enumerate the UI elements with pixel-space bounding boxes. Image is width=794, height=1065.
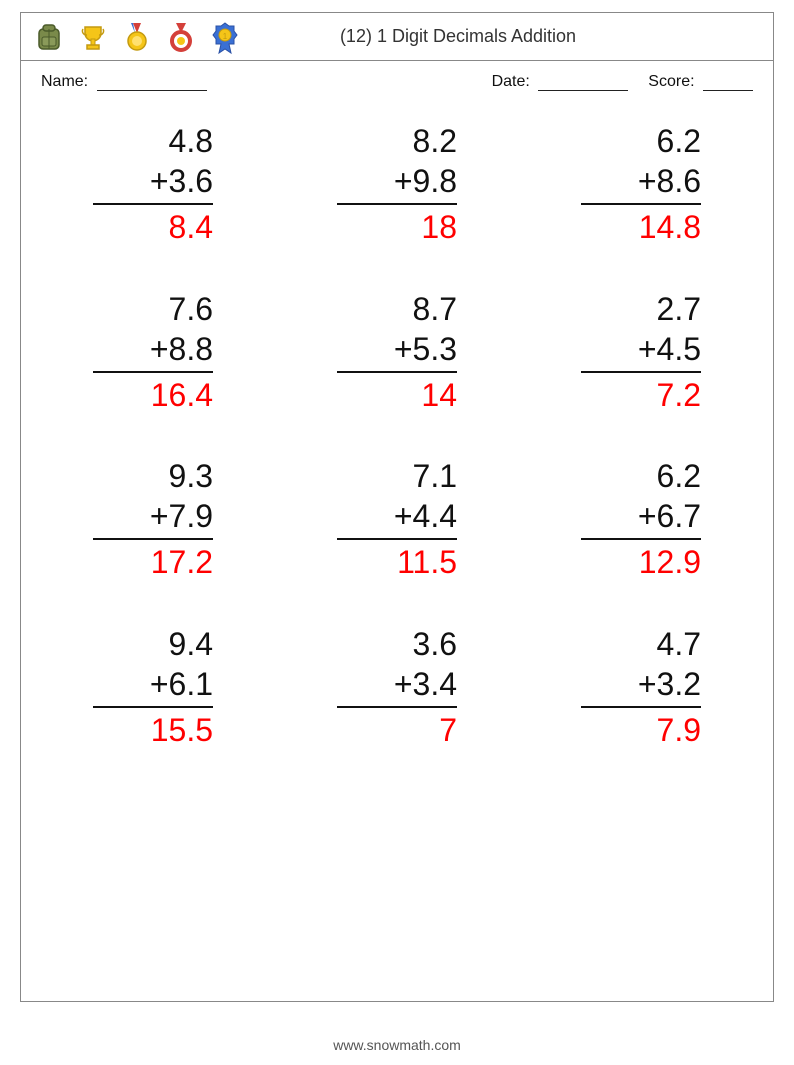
problem-addend: +5.3 [337, 329, 457, 373]
svg-text:1: 1 [223, 32, 228, 41]
header-icons: 1 [31, 19, 243, 55]
date-blank[interactable] [538, 74, 628, 91]
problem: 4.8+3.68.4 [93, 121, 213, 249]
problem-top: 9.3 [93, 456, 213, 496]
header-bar: 1 (12) 1 Digit Decimals Addition [21, 13, 773, 61]
problem-addend: +3.4 [337, 664, 457, 708]
problem: 8.2+9.818 [337, 121, 457, 249]
problem-top: 4.8 [93, 121, 213, 161]
date-field: Date: [492, 73, 629, 91]
problem-answer: 16.4 [93, 373, 213, 417]
problem-addend: +6.1 [93, 664, 213, 708]
worksheet-title: (12) 1 Digit Decimals Addition [243, 26, 763, 47]
problem: 4.7+3.27.9 [581, 624, 701, 752]
problem-top: 9.4 [93, 624, 213, 664]
score-label: Score: [648, 73, 694, 90]
problem-top: 4.7 [581, 624, 701, 664]
problem-top: 3.6 [337, 624, 457, 664]
problem-top: 2.7 [581, 289, 701, 329]
problem-top: 6.2 [581, 121, 701, 161]
problem: 9.4+6.115.5 [93, 624, 213, 752]
problem-top: 7.1 [337, 456, 457, 496]
problem-addend: +6.7 [581, 496, 701, 540]
name-field: Name: [41, 73, 492, 91]
problem: 3.6+3.47 [337, 624, 457, 752]
problem: 8.7+5.314 [337, 289, 457, 417]
problem-addend: +9.8 [337, 161, 457, 205]
problem-answer: 17.2 [93, 540, 213, 584]
medal-gold-icon [119, 19, 155, 55]
medal-ring-icon [163, 19, 199, 55]
score-field: Score: [648, 73, 753, 91]
problem-addend: +8.8 [93, 329, 213, 373]
date-label: Date: [492, 73, 530, 90]
problem-answer: 7 [337, 708, 457, 752]
problem-answer: 11.5 [337, 540, 457, 584]
problem-answer: 15.5 [93, 708, 213, 752]
problem-addend: +3.6 [93, 161, 213, 205]
ribbon-badge-icon: 1 [207, 19, 243, 55]
problem-answer: 7.2 [581, 373, 701, 417]
problem-addend: +7.9 [93, 496, 213, 540]
backpack-icon [31, 19, 67, 55]
problem-answer: 14.8 [581, 205, 701, 249]
problem: 6.2+8.614.8 [581, 121, 701, 249]
problem: 2.7+4.57.2 [581, 289, 701, 417]
problem-top: 8.7 [337, 289, 457, 329]
problem-addend: +4.5 [581, 329, 701, 373]
problem-addend: +4.4 [337, 496, 457, 540]
problems-grid: 4.8+3.68.48.2+9.8186.2+8.614.87.6+8.816.… [21, 91, 773, 751]
worksheet-sheet: 1 (12) 1 Digit Decimals Addition Name: D… [20, 12, 774, 1002]
problem-answer: 8.4 [93, 205, 213, 249]
problem-answer: 7.9 [581, 708, 701, 752]
problem-addend: +3.2 [581, 664, 701, 708]
problem-answer: 18 [337, 205, 457, 249]
score-blank[interactable] [703, 74, 753, 91]
footer-text: www.snowmath.com [0, 1037, 794, 1053]
problem: 7.6+8.816.4 [93, 289, 213, 417]
problem: 6.2+6.712.9 [581, 456, 701, 584]
problem-answer: 12.9 [581, 540, 701, 584]
problem-top: 7.6 [93, 289, 213, 329]
problem: 9.3+7.917.2 [93, 456, 213, 584]
problem: 7.1+4.411.5 [337, 456, 457, 584]
name-blank[interactable] [97, 74, 207, 91]
name-label: Name: [41, 73, 88, 90]
problem-top: 6.2 [581, 456, 701, 496]
problem-addend: +8.6 [581, 161, 701, 205]
problem-answer: 14 [337, 373, 457, 417]
trophy-icon [75, 19, 111, 55]
problem-top: 8.2 [337, 121, 457, 161]
info-row: Name: Date: Score: [21, 61, 773, 91]
